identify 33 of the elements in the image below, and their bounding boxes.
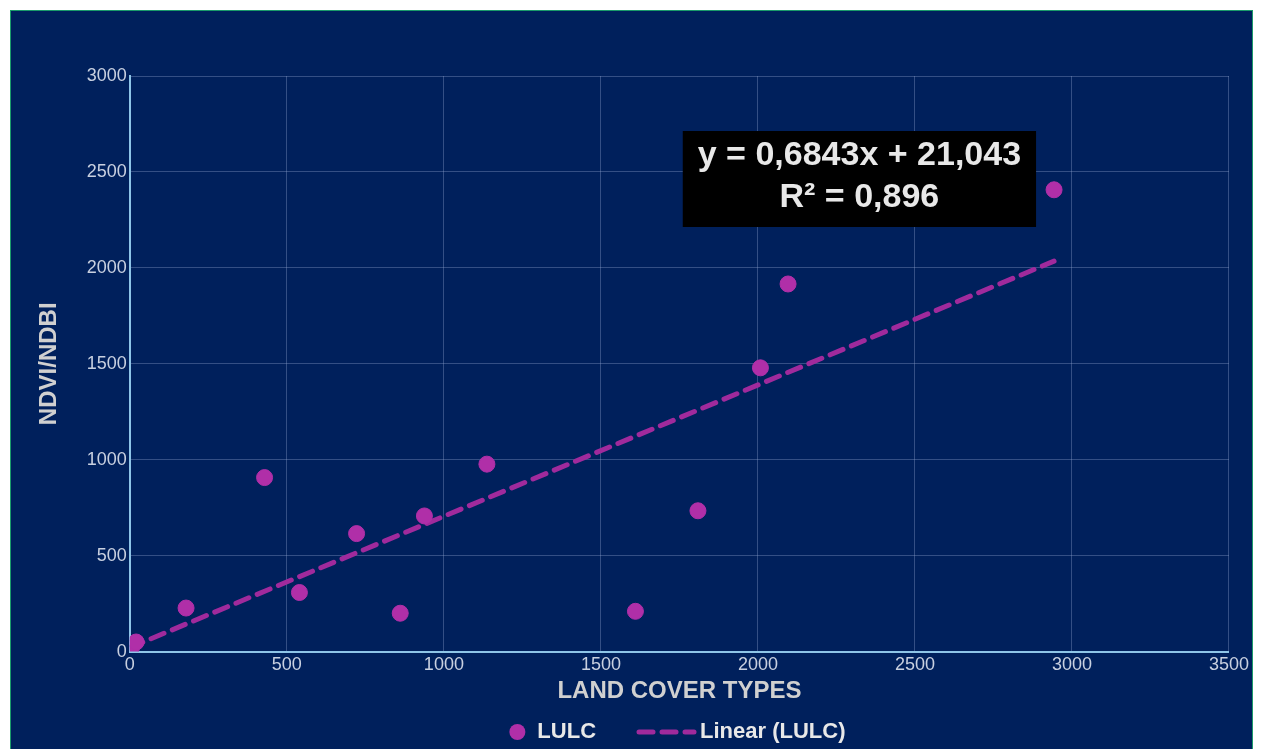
x-tick-label: 3500 bbox=[1208, 654, 1249, 675]
point bbox=[478, 455, 496, 473]
y-tick-label: 3000 bbox=[86, 64, 127, 85]
point bbox=[391, 604, 409, 622]
legend-label: LULC bbox=[537, 718, 597, 744]
y-tick-label: 1000 bbox=[86, 448, 127, 469]
annotation: R² = 0,896 bbox=[779, 176, 940, 215]
annotation: y = 0,6843x + 21,043 bbox=[697, 134, 1022, 173]
point bbox=[1045, 181, 1063, 199]
point bbox=[177, 599, 195, 617]
point bbox=[626, 602, 644, 620]
point bbox=[415, 507, 433, 525]
y-axis-title: NDVI/NDBI bbox=[34, 302, 62, 426]
x-tick-label: 1500 bbox=[580, 654, 621, 675]
x-tick-label: 3000 bbox=[1051, 654, 1092, 675]
x-tick-label: 1000 bbox=[423, 654, 464, 675]
x-tick-label: 2500 bbox=[894, 654, 935, 675]
point bbox=[689, 502, 707, 520]
y-tick-label: 2000 bbox=[86, 256, 127, 277]
legend-label: Linear (LULC) bbox=[700, 718, 846, 744]
point bbox=[779, 275, 797, 293]
point bbox=[290, 584, 308, 602]
y-tick-label: 500 bbox=[96, 544, 127, 565]
x-tick-label: 2000 bbox=[737, 654, 778, 675]
point bbox=[256, 469, 274, 487]
y-tick-label: 2500 bbox=[86, 160, 127, 181]
point bbox=[129, 633, 145, 651]
x-tick-label: 500 bbox=[271, 654, 302, 675]
x-axis-title: LAND COVER TYPES bbox=[557, 676, 802, 704]
y-tick-label: 0 bbox=[116, 640, 127, 661]
point bbox=[348, 525, 366, 543]
point bbox=[751, 359, 769, 377]
y-tick-label: 1500 bbox=[86, 352, 127, 373]
